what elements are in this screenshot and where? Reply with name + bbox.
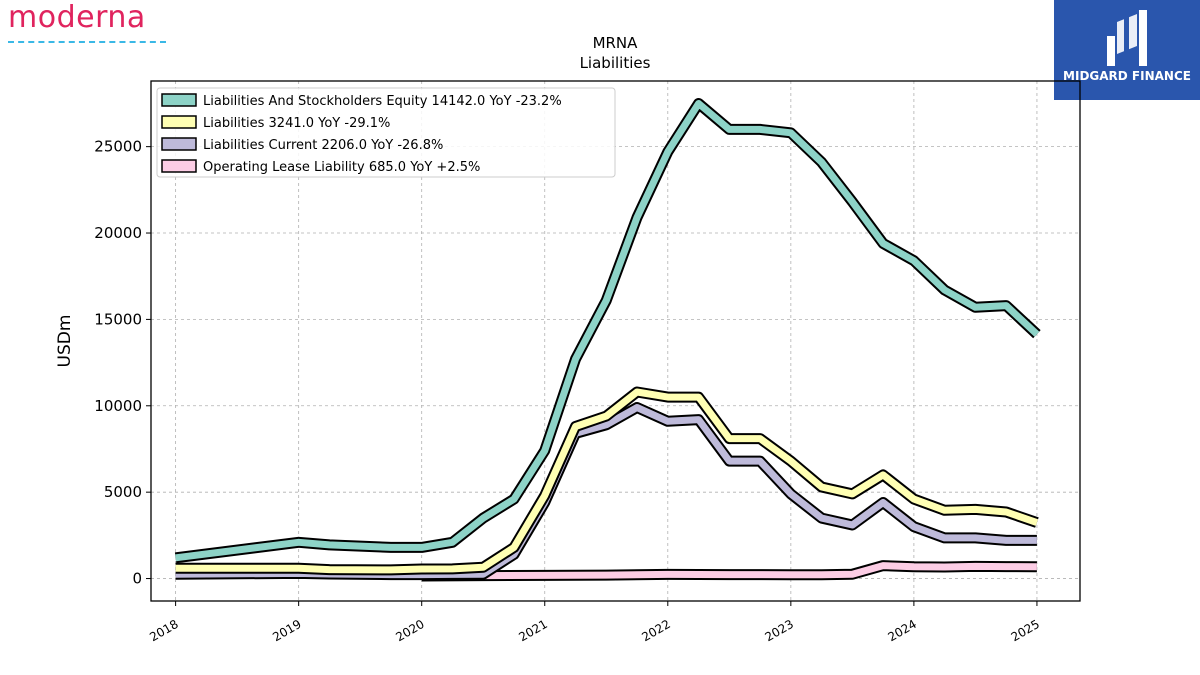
legend-label: Liabilities 3241.0 YoY -29.1% — [203, 116, 390, 131]
y-tick-label: 0 — [132, 570, 142, 588]
series-lines — [174, 98, 1041, 582]
x-tick-label: 2019 — [270, 617, 303, 644]
legend-label: Liabilities And Stockholders Equity 1414… — [203, 94, 562, 109]
legend-swatch — [161, 115, 197, 129]
chart-subtitle: Liabilities — [580, 54, 651, 72]
series-line — [421, 562, 1037, 580]
legend-box — [156, 87, 616, 178]
chart-title: MRNA — [593, 34, 639, 52]
series-1 — [175, 386, 1039, 576]
x-tick-label: 2023 — [762, 617, 795, 644]
moderna-logo: moderna — [6, 0, 176, 46]
y-tick-label: 20000 — [94, 224, 142, 242]
y-tick-label: 15000 — [94, 310, 142, 328]
x-tick-label: 2022 — [639, 617, 672, 644]
y-tick-label: 10000 — [94, 397, 142, 415]
x-tick-label: 2020 — [393, 617, 426, 644]
x-tick-label: 2018 — [147, 617, 180, 644]
chart-legend: Liabilities And Stockholders Equity 1414… — [156, 87, 616, 178]
legend-swatch — [161, 93, 197, 107]
legend-label: Liabilities Current 2206.0 YoY -26.8% — [203, 138, 443, 153]
x-axis-ticks: 2018 2019 2020 2021 2022 2023 2024 2025 — [147, 601, 1042, 644]
y-axis-ticks: 0 5000 10000 15000 20000 25000 — [94, 138, 151, 588]
midgard-logo-text: MIDGARD FINANCE — [1063, 69, 1191, 83]
legend-label: Operating Lease Liability 685.0 YoY +2.5… — [203, 160, 480, 175]
x-tick-label: 2024 — [886, 617, 919, 644]
moderna-logo-text: moderna — [8, 0, 146, 35]
midgard-finance-logo: MIDGARD FINANCE — [1054, 0, 1200, 100]
y-tick-label: 25000 — [94, 138, 142, 156]
series-0 — [174, 98, 1041, 564]
series-2 — [175, 402, 1037, 581]
y-tick-label: 5000 — [104, 483, 142, 501]
series-line — [175, 388, 1039, 574]
series-line — [175, 404, 1037, 579]
series-3 — [421, 560, 1037, 582]
legend-swatch — [161, 159, 197, 173]
plot-frame — [150, 80, 1081, 602]
moderna-logo-underline — [8, 41, 166, 43]
legend-swatch — [161, 137, 197, 151]
series-line — [175, 100, 1040, 562]
x-tick-label: 2021 — [516, 617, 549, 644]
midgard-emblem-icon — [1107, 10, 1147, 66]
x-tick-label: 2025 — [1009, 617, 1042, 644]
y-axis-label: USDm — [55, 315, 75, 368]
